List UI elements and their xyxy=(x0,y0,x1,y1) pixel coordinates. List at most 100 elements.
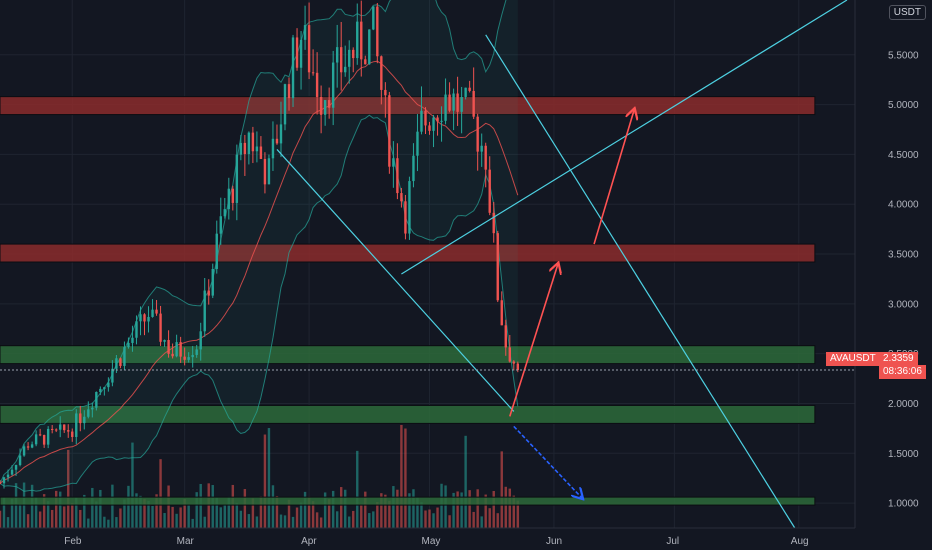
candle-body xyxy=(127,342,130,348)
candle-body xyxy=(376,6,379,57)
candle-body xyxy=(119,358,122,366)
candle-body xyxy=(464,87,467,97)
candle-body xyxy=(159,313,162,342)
candle-body xyxy=(14,465,18,470)
candle-body xyxy=(235,154,239,203)
volume-bar xyxy=(460,492,463,528)
volume-bar xyxy=(303,491,307,528)
candle-body xyxy=(432,117,435,131)
candle-body xyxy=(452,93,455,111)
candle-body xyxy=(219,216,222,234)
volume-bar xyxy=(271,485,275,528)
candle-body xyxy=(107,382,110,388)
volume-bar xyxy=(175,513,178,528)
candle-body xyxy=(444,94,447,121)
volume-bar xyxy=(408,493,411,528)
volume-bar xyxy=(187,505,190,528)
candle-body xyxy=(428,125,431,131)
volume-bar xyxy=(295,507,299,528)
candle-body xyxy=(372,6,375,30)
volume-bar xyxy=(428,509,431,528)
candle-body xyxy=(243,142,247,155)
candle-body xyxy=(91,407,94,410)
volume-bar xyxy=(263,434,267,528)
candlesticks xyxy=(0,0,520,489)
volume-bar xyxy=(91,487,94,528)
currency-label[interactable]: USDT xyxy=(888,5,926,20)
candle-body xyxy=(380,56,383,90)
resistance-zone xyxy=(0,243,816,263)
candle-body xyxy=(352,49,355,59)
time-tick-label: Jul xyxy=(666,536,679,547)
candle-body xyxy=(231,188,235,203)
volume-bar xyxy=(388,500,391,528)
volume-bar xyxy=(319,517,323,528)
candle-body xyxy=(348,49,351,67)
candle-body xyxy=(400,193,403,202)
trendline xyxy=(485,34,796,529)
candle-body xyxy=(448,94,451,111)
candle-body xyxy=(87,409,90,417)
time-tick-label: Apr xyxy=(301,536,317,547)
volume-bar xyxy=(199,483,202,528)
candle-body xyxy=(500,300,503,326)
price-tick-label: 4.0000 xyxy=(888,200,919,211)
volume-bar xyxy=(311,501,315,528)
volume-bar xyxy=(183,498,186,528)
volume-bar xyxy=(231,484,235,528)
volume-bar xyxy=(38,511,42,528)
volume-bar xyxy=(159,459,162,528)
volume-bar xyxy=(50,509,54,528)
volume-bar xyxy=(376,501,379,528)
candle-body xyxy=(404,201,407,234)
volume-bar xyxy=(143,498,146,528)
candle-body xyxy=(331,62,335,108)
volume-bar xyxy=(424,510,427,528)
projection-arrow xyxy=(593,110,634,245)
volume-bar xyxy=(75,497,78,528)
volume-bar xyxy=(464,435,467,528)
candle-body xyxy=(472,90,475,117)
candle-body xyxy=(123,347,126,366)
volume-bar xyxy=(115,517,118,528)
volume-bar xyxy=(215,497,218,528)
volume-bar xyxy=(131,442,134,528)
candle-body xyxy=(388,95,391,167)
price-axis[interactable]: 5.50005.00004.50004.00003.50003.00002.50… xyxy=(855,0,932,550)
candle-body xyxy=(267,158,271,185)
support-resistance-zones xyxy=(0,96,816,506)
volume-bar xyxy=(123,499,126,528)
volume-bar xyxy=(299,502,303,528)
volume-bar xyxy=(139,495,142,528)
candle-body xyxy=(183,356,186,360)
volume-bar xyxy=(440,483,443,528)
candle-body xyxy=(75,413,78,437)
volume-bar xyxy=(211,485,214,528)
volume-bar xyxy=(279,514,283,528)
volume-bar xyxy=(323,492,327,528)
volume-bar xyxy=(444,485,447,528)
volume-bar xyxy=(163,513,166,528)
candle-body xyxy=(42,435,46,445)
volume-bar xyxy=(267,428,271,528)
candle-body xyxy=(34,434,38,445)
candle-body xyxy=(484,145,487,170)
candle-body xyxy=(0,483,2,485)
candle-body xyxy=(191,354,194,358)
time-tick-label: Aug xyxy=(791,536,809,547)
volume-bar xyxy=(448,515,451,528)
volume-bar xyxy=(171,506,174,528)
volume-bar xyxy=(356,450,359,528)
volume-bar xyxy=(54,490,58,528)
projection-arrow xyxy=(509,264,558,417)
candle-body xyxy=(251,132,255,152)
symbol-badge: AVAUSDT xyxy=(826,352,880,366)
support-zone xyxy=(0,496,816,506)
candle-body xyxy=(79,413,82,424)
volume-bar xyxy=(396,489,399,528)
candle-body xyxy=(496,233,499,301)
candle-body xyxy=(18,455,22,466)
candle-body xyxy=(99,388,102,392)
